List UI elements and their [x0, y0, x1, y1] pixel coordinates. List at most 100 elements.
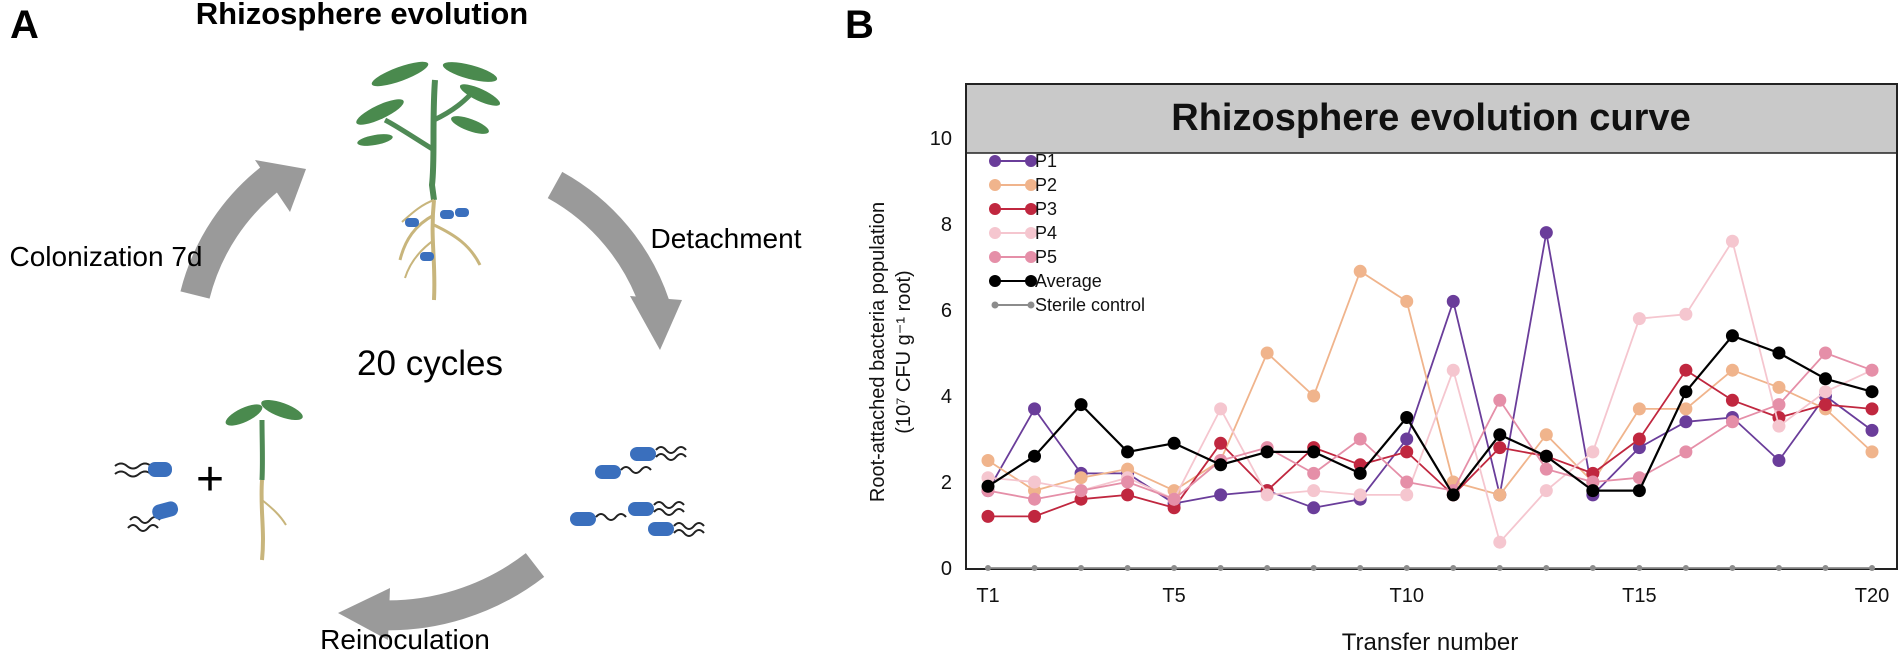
data-point-average-20 [1865, 385, 1879, 399]
panel-b: B Rhizosphere evolution curve Root-attac… [845, 3, 1898, 656]
y-tick-labels: 0 2 4 6 8 10 [930, 128, 952, 580]
data-point-p4-10 [1400, 488, 1414, 502]
data-point-p1-18 [1772, 454, 1786, 467]
data-point-p2-3 [1074, 471, 1088, 485]
data-point-average-4 [1121, 445, 1135, 459]
data-point-p1-10 [1400, 432, 1414, 446]
data-point-sterile-control-12 [1496, 565, 1503, 571]
data-point-p3-10 [1400, 445, 1414, 459]
bacteria-left-icon [114, 462, 179, 532]
data-point-average-5 [1167, 436, 1181, 450]
series-average [981, 329, 1879, 502]
data-point-sterile-control-14 [1589, 565, 1596, 571]
data-point-sterile-control-6 [1217, 565, 1224, 571]
data-point-average-13 [1539, 449, 1553, 463]
data-point-average-8 [1307, 445, 1321, 459]
legend-label-p1: P1 [1035, 151, 1057, 171]
data-point-average-9 [1353, 466, 1367, 480]
x-tick-label-T20: T20 [1855, 585, 1889, 607]
series-line-p3 [988, 369, 1873, 518]
data-point-p5-9 [1353, 432, 1367, 446]
legend-marker-start-p4 [989, 227, 1001, 239]
arrow-reinoculation-head-icon [338, 588, 390, 640]
data-point-p3-17 [1725, 393, 1739, 407]
colonization-label: Colonization 7d [9, 241, 202, 272]
data-point-p5-16 [1679, 445, 1693, 459]
series-p5 [981, 346, 1879, 506]
data-point-sterile-control-10 [1403, 565, 1410, 571]
data-point-p5-19 [1818, 346, 1832, 360]
data-point-sterile-control-4 [1124, 565, 1131, 571]
x-tick-label-T15: T15 [1622, 585, 1656, 607]
y-tick-label-6: 6 [941, 300, 952, 322]
plus-sign: + [196, 453, 224, 506]
legend-label-p4: P4 [1035, 223, 1057, 243]
data-point-p2-12 [1493, 488, 1507, 502]
data-point-sterile-control-7 [1264, 565, 1271, 571]
legend: P1 P2 P3 P4 P5 Average Sterile control [989, 151, 1145, 315]
x-tick-label-T10: T10 [1390, 585, 1424, 607]
legend-marker-start-p1 [989, 155, 1001, 167]
data-point-p2-16 [1679, 402, 1693, 416]
data-point-p3-4 [1121, 488, 1135, 502]
data-point-p1-13 [1539, 226, 1553, 240]
y-axis-title-line2: (10⁷ CFU g⁻¹ root) [893, 270, 915, 433]
mature-plant-icon [356, 61, 501, 301]
legend-label-p5: P5 [1035, 247, 1057, 267]
data-point-p5-20 [1865, 363, 1879, 377]
detachment-label: Detachment [651, 223, 802, 254]
data-point-p3-20 [1865, 402, 1879, 416]
chart-banner [967, 85, 1896, 153]
legend-label-sterile-control: Sterile control [1035, 295, 1145, 315]
data-point-p2-18 [1772, 380, 1786, 394]
data-point-sterile-control-17 [1729, 565, 1736, 571]
data-point-p2-20 [1865, 445, 1879, 459]
data-point-sterile-control-19 [1822, 565, 1829, 571]
legend-item-p2: P2 [989, 175, 1057, 195]
data-point-p5-8 [1307, 466, 1321, 480]
data-point-sterile-control-3 [1078, 565, 1085, 571]
data-point-sterile-control-9 [1357, 565, 1364, 571]
legend-label-p2: P2 [1035, 175, 1057, 195]
legend-marker-end-p2 [1025, 179, 1037, 191]
legend-item-average: Average [989, 271, 1102, 291]
y-axis-title-group: Root-attached bacteria population (10⁷ C… [867, 202, 915, 502]
cycles-label: 20 cycles [357, 344, 503, 383]
legend-item-p5: P5 [989, 247, 1057, 267]
data-point-sterile-control-11 [1450, 565, 1457, 571]
data-point-average-2 [1028, 449, 1042, 463]
data-point-p3-12 [1493, 441, 1507, 455]
series-line-p2 [987, 270, 1873, 496]
data-point-p4-16 [1679, 307, 1693, 321]
legend-label-average: Average [1035, 271, 1102, 291]
data-point-p4-6 [1214, 402, 1228, 416]
legend-label-p3: P3 [1035, 199, 1057, 219]
data-point-average-14 [1586, 484, 1600, 498]
legend-marker-end-sterile-control [1027, 301, 1035, 309]
y-tick-label-4: 4 [941, 386, 952, 408]
data-point-p1-2 [1028, 402, 1042, 416]
chart-title: Rhizosphere evolution curve [1171, 97, 1690, 139]
seedling-icon [225, 400, 303, 561]
data-point-p3-15 [1632, 432, 1646, 446]
series-line-average [987, 334, 1873, 496]
data-point-average-16 [1679, 385, 1693, 399]
data-point-p5-15 [1632, 471, 1646, 485]
data-point-p1-8 [1307, 501, 1321, 515]
data-point-p2-10 [1400, 294, 1414, 308]
data-point-p4-7 [1260, 488, 1274, 502]
data-point-p1-20 [1865, 423, 1879, 437]
data-point-p5-10 [1400, 475, 1414, 489]
data-point-sterile-control-18 [1775, 565, 1782, 571]
arrow-colonization-icon [180, 162, 285, 299]
data-point-p5-5 [1167, 492, 1181, 506]
y-tick-label-8: 8 [941, 214, 952, 236]
series-line-p1 [987, 231, 1873, 509]
data-point-p4-9 [1353, 488, 1367, 502]
arrow-reinoculation-icon [374, 553, 545, 631]
data-point-p4-14 [1586, 445, 1600, 459]
data-point-average-1 [981, 479, 995, 493]
data-point-average-18 [1772, 346, 1786, 360]
